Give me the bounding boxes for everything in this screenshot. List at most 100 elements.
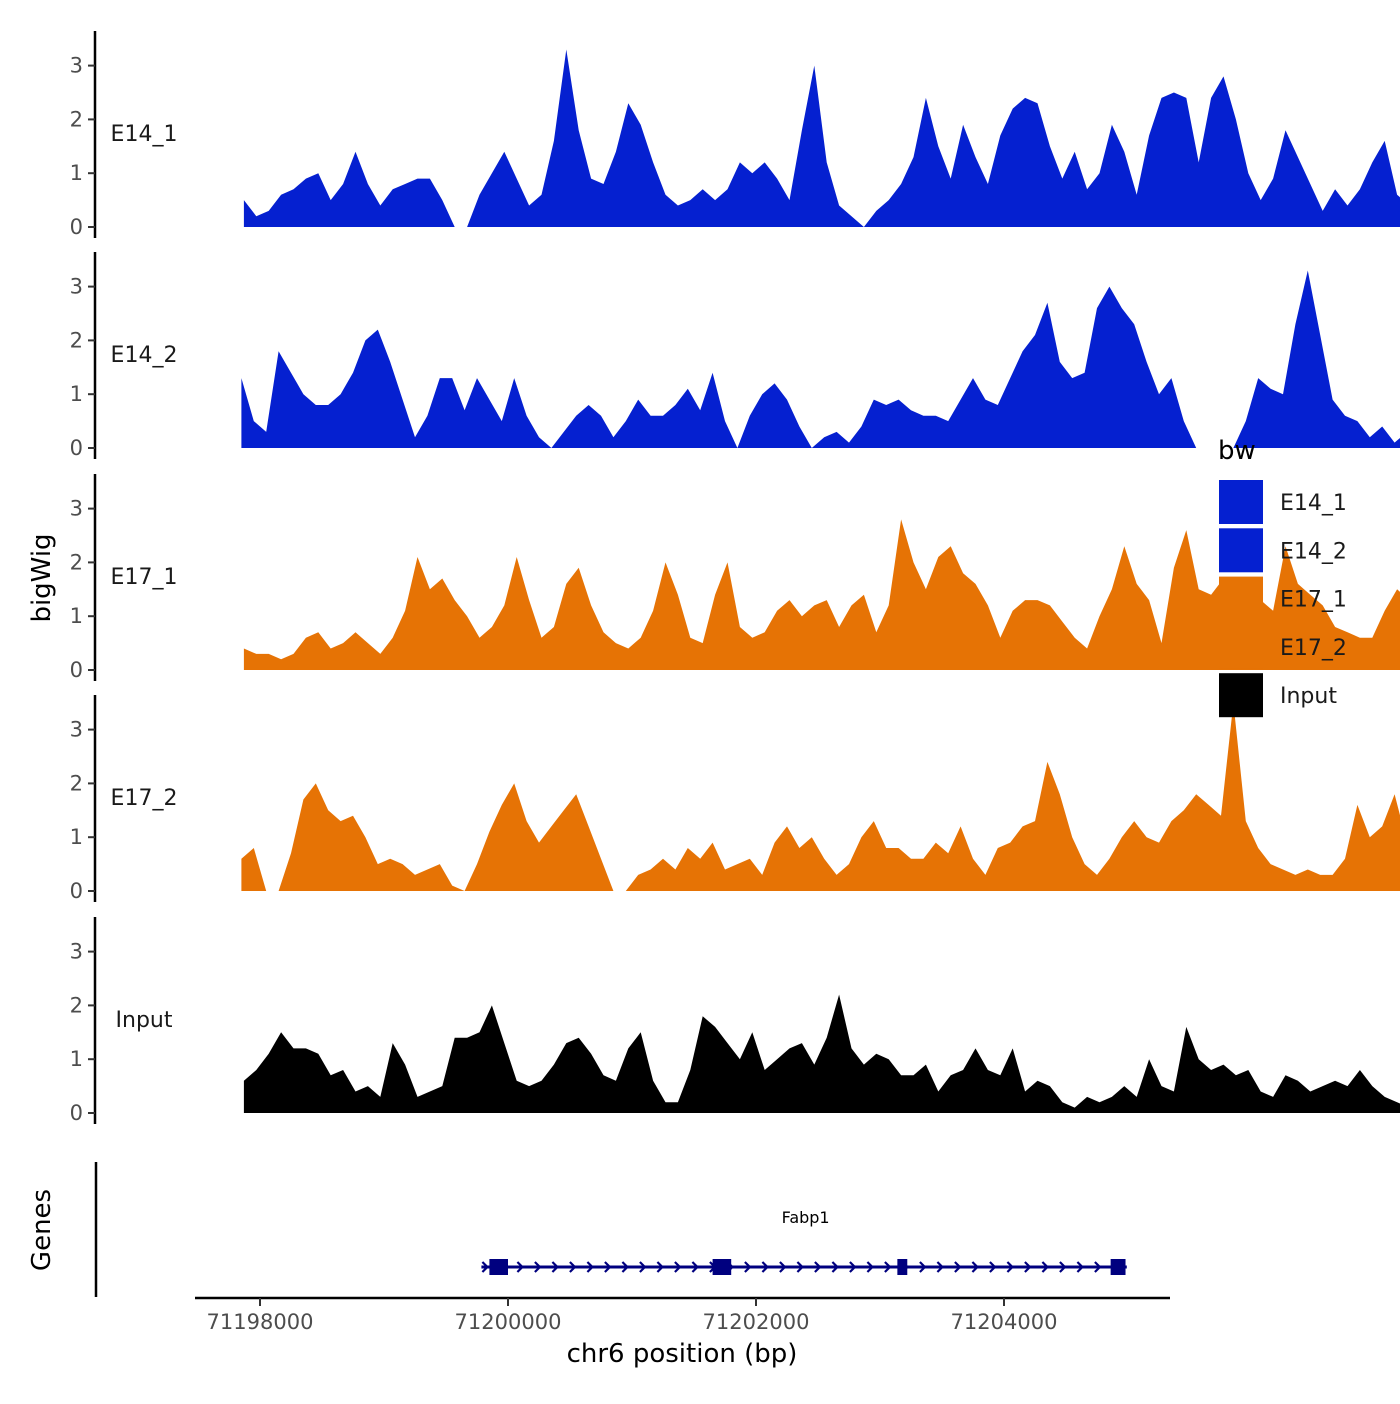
legend-swatch [1219,528,1263,573]
y-tick-label: 2 [70,328,83,352]
strand-arrow [779,1261,787,1273]
strand-arrow [639,1261,647,1273]
strand-arrow [954,1261,962,1273]
signal-area-E17_2 [241,702,1400,891]
track-E14_1: 0 1 2 3 E14_1 [70,31,1400,239]
strand-arrow [481,1261,489,1273]
strand-arrow [884,1261,892,1273]
legend-swatch [1219,576,1263,621]
legend: bw E14_1 E14_2 E17_1 E17_2 Input [1218,436,1347,718]
y-tick-label: 1 [70,382,83,406]
strand-arrow [1041,1261,1049,1273]
legend-swatch [1219,673,1263,718]
genes-title: Genes [27,1189,57,1271]
y-tick-label: 2 [70,993,83,1017]
strand-arrow [1006,1261,1014,1273]
strand-arrow [656,1261,664,1273]
y-tick-label: 0 [70,436,83,460]
x-ticks: 71198000 71200000 71202000 71204000 [207,1298,1058,1334]
track-label: E14_2 [111,343,178,368]
x-tick-label: 71202000 [703,1310,810,1334]
track-label: E17_2 [111,786,178,811]
strand-arrow [1094,1261,1102,1273]
exon [1110,1259,1126,1275]
strand-arrow [814,1261,822,1273]
strand-arrow [971,1261,979,1273]
track-label: E17_1 [111,565,178,590]
strand-arrow [551,1261,559,1273]
y-tick-label: 3 [70,54,83,78]
strand-arrow [919,1261,927,1273]
strand-arrow [586,1261,594,1273]
y-tick-label: 1 [70,604,83,628]
legend-label: Input [1280,684,1337,709]
genes-panel: Genes Fabp1 [27,1162,1127,1297]
gene-label: Fabp1 [782,1208,830,1227]
y-tick-label: 0 [70,879,83,903]
x-tick-label: 71200000 [455,1310,562,1334]
signal-area-Input [243,994,1400,1113]
legend-label: E17_2 [1280,636,1347,661]
gene-Fabp1: Fabp1 [481,1208,1127,1275]
y-tick-label: 0 [70,658,83,682]
signal-area-E17_1 [243,519,1400,670]
track-E14_2: 0 1 2 3 E14_2 [70,252,1400,460]
exon [712,1259,732,1275]
signal-area-E14_2 [241,270,1400,448]
legend-label: E14_1 [1280,491,1347,516]
y-tick-label: 3 [70,497,83,521]
x-axis-title: chr6 position (bp) [567,1339,798,1369]
y-tick-label: 0 [70,1101,83,1125]
signal-area-E14_1 [243,49,1400,227]
y-axis-title: bigWig [27,533,57,622]
strand-arrow [569,1261,577,1273]
strand-arrow [744,1261,752,1273]
legend-title: bw [1218,436,1256,466]
track-label: Input [116,1008,173,1033]
y-tick-label: 3 [70,940,83,964]
legend-label: E17_1 [1280,588,1347,613]
strand-arrow [516,1261,524,1273]
y-tick-label: 2 [70,771,83,795]
legend-items: E14_1 E14_2 E17_1 E17_2 Input [1219,480,1347,718]
tracks-group: 0 1 2 3 E14_1 0 1 2 3 E14_2 0 1 2 3 E17_1 0 1 2 3 E17_2 0 1 2 3… [70,31,1400,1125]
strand-arrow [674,1261,682,1273]
exon [897,1259,908,1275]
strand-arrow [761,1261,769,1273]
strand-arrow [936,1261,944,1273]
strand-arrow [831,1261,839,1273]
strand-arrow [796,1261,804,1273]
x-axis: 71198000 71200000 71202000 71204000 chr6 po… [195,1296,1170,1369]
y-tick-label: 1 [70,161,83,185]
legend-label: E14_2 [1280,539,1347,564]
track-E17_2: 0 1 2 3 E17_2 [70,695,1400,903]
strand-arrow [1024,1261,1032,1273]
legend-swatch [1219,480,1263,524]
strand-arrow [1076,1261,1084,1273]
track-label: E14_1 [111,122,178,147]
y-tick-label: 1 [70,1047,83,1071]
exon [489,1259,508,1275]
x-tick-label: 71204000 [951,1310,1058,1334]
strand-arrow [866,1261,874,1273]
y-tick-label: 2 [70,550,83,574]
strand-arrow [604,1261,612,1273]
y-tick-label: 3 [70,718,83,742]
legend-swatch [1219,624,1263,669]
strand-arrow [849,1261,857,1273]
track-E17_1: 0 1 2 3 E17_1 [70,474,1400,682]
x-tick-label: 71198000 [207,1310,314,1334]
y-tick-label: 0 [70,215,83,239]
y-tick-label: 2 [70,107,83,131]
strand-arrow [534,1261,542,1273]
track-Input: 0 1 2 3 Input [70,917,1400,1125]
strand-arrow [621,1261,629,1273]
genes-drawing: Fabp1 [481,1208,1127,1275]
y-tick-label: 3 [70,275,83,299]
strand-arrow [1059,1261,1067,1273]
strand-arrow [989,1261,997,1273]
strand-arrow [691,1261,699,1273]
y-tick-label: 1 [70,825,83,849]
